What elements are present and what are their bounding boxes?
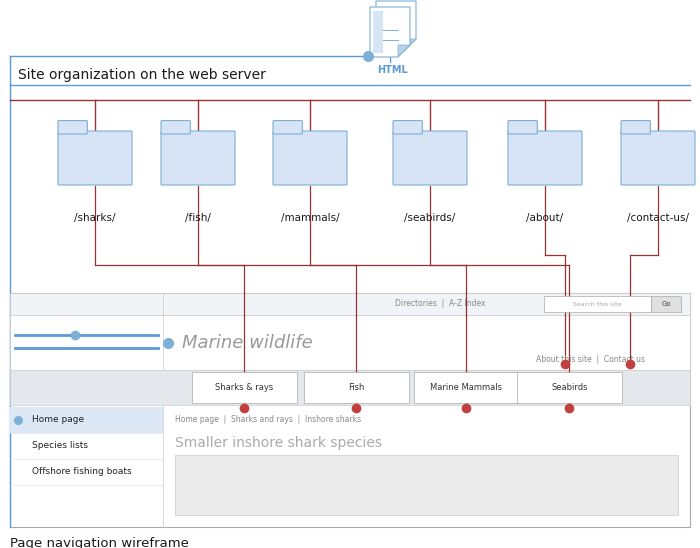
FancyBboxPatch shape — [10, 293, 690, 527]
Text: /fish/: /fish/ — [185, 213, 211, 223]
FancyBboxPatch shape — [58, 121, 88, 134]
Text: Home page: Home page — [32, 415, 84, 425]
FancyBboxPatch shape — [621, 131, 695, 185]
Text: /mammals/: /mammals/ — [281, 213, 339, 223]
FancyBboxPatch shape — [517, 372, 622, 403]
FancyBboxPatch shape — [304, 372, 409, 403]
Text: Marine Mammals: Marine Mammals — [430, 383, 503, 392]
Polygon shape — [376, 1, 416, 51]
Text: Smaller inshore shark species: Smaller inshore shark species — [175, 436, 382, 450]
Text: Search this site: Search this site — [573, 301, 622, 306]
Text: Page navigation wireframe: Page navigation wireframe — [10, 536, 189, 548]
FancyBboxPatch shape — [10, 315, 690, 370]
FancyBboxPatch shape — [621, 121, 650, 134]
Text: /contact-us/: /contact-us/ — [627, 213, 689, 223]
FancyBboxPatch shape — [192, 372, 297, 403]
Text: Home page  |  Sharks and rays  |  Inshore sharks: Home page | Sharks and rays | Inshore sh… — [175, 414, 361, 424]
Polygon shape — [404, 39, 416, 51]
Text: Directories  |  A-Z Index: Directories | A-Z Index — [395, 300, 485, 309]
Text: /sharks/: /sharks/ — [74, 213, 116, 223]
FancyBboxPatch shape — [393, 131, 467, 185]
FancyBboxPatch shape — [161, 121, 190, 134]
Polygon shape — [370, 7, 410, 57]
FancyBboxPatch shape — [651, 296, 681, 312]
Text: Species lists: Species lists — [32, 442, 88, 450]
FancyBboxPatch shape — [414, 372, 519, 403]
Text: Offshore fishing boats: Offshore fishing boats — [32, 467, 132, 477]
FancyBboxPatch shape — [508, 121, 538, 134]
FancyBboxPatch shape — [508, 131, 582, 185]
Text: /seabirds/: /seabirds/ — [405, 213, 456, 223]
FancyBboxPatch shape — [161, 131, 235, 185]
FancyBboxPatch shape — [58, 131, 132, 185]
FancyBboxPatch shape — [10, 370, 690, 405]
FancyBboxPatch shape — [273, 121, 302, 134]
Text: Fish: Fish — [349, 383, 365, 392]
Text: HTML: HTML — [377, 65, 408, 75]
FancyBboxPatch shape — [10, 407, 163, 433]
FancyBboxPatch shape — [10, 293, 690, 315]
Text: Marine wildlife: Marine wildlife — [182, 334, 313, 351]
Text: /about/: /about/ — [526, 213, 564, 223]
Text: Go: Go — [662, 301, 671, 307]
Text: Sharks & rays: Sharks & rays — [216, 383, 274, 392]
Polygon shape — [398, 45, 410, 57]
FancyBboxPatch shape — [373, 11, 383, 53]
Text: Site organization on the web server: Site organization on the web server — [18, 68, 266, 82]
FancyBboxPatch shape — [544, 296, 651, 312]
Text: About this site  |  Contact us: About this site | Contact us — [536, 355, 645, 364]
FancyBboxPatch shape — [393, 121, 422, 134]
FancyBboxPatch shape — [273, 131, 347, 185]
Text: Seabirds: Seabirds — [552, 383, 588, 392]
FancyBboxPatch shape — [175, 455, 678, 515]
